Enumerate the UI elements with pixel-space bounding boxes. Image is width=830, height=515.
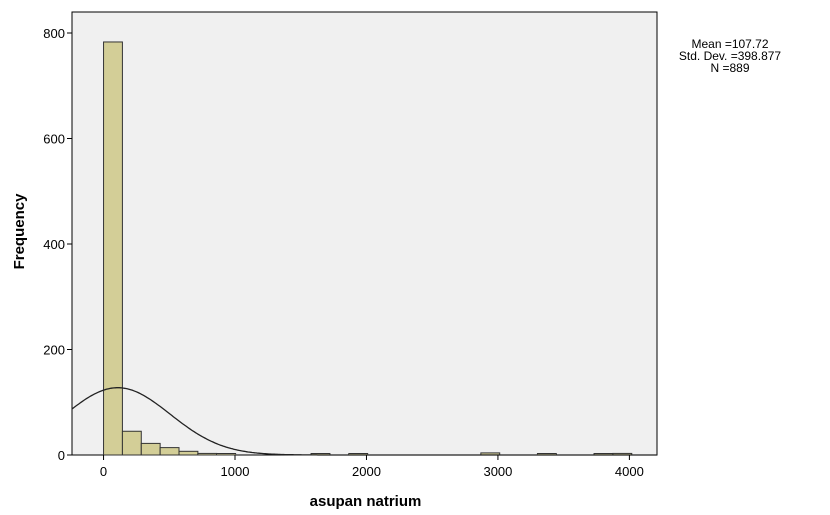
histogram-bar-5: [178, 450, 199, 456]
x-tick-label: 4000: [615, 464, 644, 479]
mean-stat: Mean =107.72: [691, 37, 769, 51]
histogram-bar-3: [140, 442, 161, 456]
x-tick-label: 1000: [221, 464, 250, 479]
n-stat: N =889: [710, 61, 750, 75]
x-tick-label: 2000: [352, 464, 381, 479]
histogram-bar-7: [216, 453, 237, 456]
plot-area: [71, 11, 658, 456]
statistics-legend: Mean =107.72 Std. Dev. =398.877 N =889: [650, 38, 810, 74]
histogram-bar-2: [121, 430, 142, 456]
histogram-bar-6: [197, 452, 218, 456]
std-dev-stat: Std. Dev. =398.877: [678, 49, 782, 63]
y-tick-label: 0: [58, 448, 65, 463]
y-axis-title: Frequency: [11, 193, 28, 270]
axes: 0 1000 2000 3000 4000 0 200 400 600 800: [43, 26, 644, 479]
histogram-bars: [103, 41, 633, 456]
histogram-bar-1: [103, 41, 123, 456]
y-tick-label: 400: [43, 237, 65, 252]
y-tick-label: 600: [43, 132, 65, 147]
x-tick-label: 0: [100, 464, 107, 479]
y-tick-label: 200: [43, 343, 65, 358]
histogram-bar-4: [159, 447, 180, 456]
x-tick-label: 3000: [483, 464, 512, 479]
normal-curve: [71, 387, 657, 456]
y-tick-label: 800: [43, 26, 65, 41]
x-axis-title: asupan natrium: [310, 493, 422, 510]
